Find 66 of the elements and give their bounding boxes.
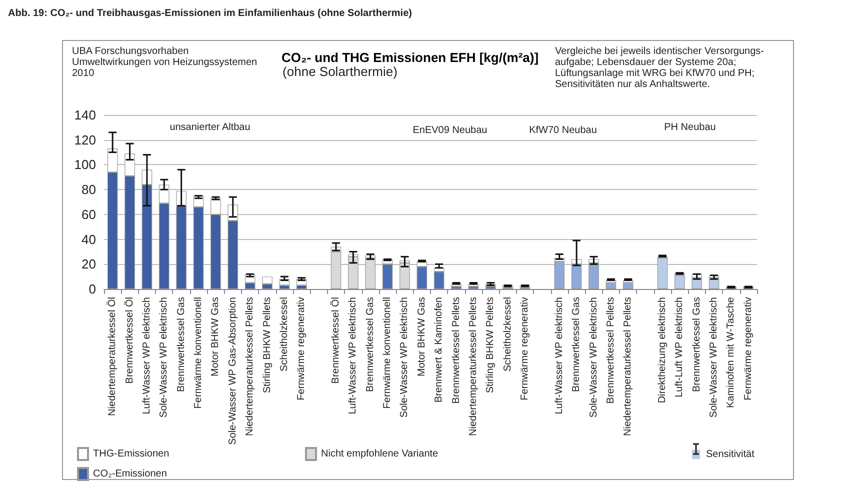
x-tick-label: Fernwärme konventionell bbox=[382, 297, 394, 409]
bar bbox=[400, 262, 410, 289]
bar bbox=[365, 258, 376, 289]
y-tick-label: 60 bbox=[82, 206, 96, 222]
bar bbox=[588, 262, 599, 289]
x-tick-label: Scheitholzkessel bbox=[502, 297, 514, 372]
bar bbox=[622, 282, 634, 289]
annotation: unsanierter Altbau bbox=[168, 122, 252, 133]
x-tick-label: Luft-Wasser WP elektrisch bbox=[554, 297, 565, 414]
x-tick-label: Scheitholzkessel bbox=[278, 297, 290, 372]
x-tick-label: Stirling BHKW Pellets bbox=[485, 297, 496, 394]
y-tick-label: 20 bbox=[82, 256, 96, 272]
y-tick-label: 120 bbox=[74, 132, 96, 148]
x-tick-label: Kaminofen mit W-Tasche bbox=[726, 296, 737, 408]
x-tick-label: Stirling BHKW Pellets bbox=[262, 297, 273, 394]
bar bbox=[657, 258, 668, 289]
x-tick-label: Brennwertkessel Gas bbox=[176, 297, 187, 392]
x-tick-label: Niedertemperaturkessel Öl bbox=[106, 297, 118, 416]
x-tick-label: Niedertemperaturkessel Pellets bbox=[244, 297, 256, 436]
legend-label: Nicht empfohlene Variante bbox=[321, 448, 439, 460]
bar bbox=[674, 275, 685, 289]
x-tick-label: Luft-Wasser WP elektrisch bbox=[348, 297, 359, 414]
y-tick-label: 100 bbox=[74, 157, 96, 172]
bar bbox=[434, 272, 444, 289]
x-tick-label: Niedertemperaturkessel Pellets bbox=[622, 297, 634, 436]
x-tick-label: Fernwärme konventionell bbox=[193, 297, 204, 409]
x-tick-label: Brennwertkessel Pellets bbox=[605, 297, 616, 404]
annotation: KfW70 Neubau bbox=[529, 125, 597, 136]
legend-label: CO₂-Emissionen bbox=[93, 468, 167, 480]
bar bbox=[554, 262, 565, 289]
x-tick-label: Sole-Wasser WP Gas-Absorption bbox=[227, 297, 238, 445]
x-tick-label: Sole-Wasser WP elektrisch bbox=[158, 297, 170, 418]
x-tick-label: Motor BHKW Gas bbox=[416, 297, 428, 376]
x-tick-label: Brennwertkessel Gas bbox=[691, 297, 702, 392]
annotation: PH Neubau bbox=[664, 122, 716, 133]
x-tick-label: Fernwärme regenerativ bbox=[742, 297, 754, 400]
x-tick-label: Sole-Wasser WP elektrisch bbox=[708, 297, 720, 418]
x-tick-label: Sole-Wasser WP elektrisch bbox=[399, 297, 410, 418]
annotation: EnEV09 Neubau bbox=[412, 125, 488, 136]
x-tick-label: Brennwertkessel Öl bbox=[329, 297, 342, 384]
x-tick-label: Brennwertkessel Pellets bbox=[450, 297, 462, 404]
chart-subtitle: CO₂- und THG Emissionen EFH [kg/(m²a)] bbox=[281, 50, 539, 65]
x-tick-label: Brennwertkessel Gas bbox=[571, 297, 582, 392]
y-tick-label: 140 bbox=[74, 108, 96, 122]
legend-label: THG-Emissionen bbox=[93, 448, 170, 460]
x-tick-label: Sole-Wasser WP elektrisch bbox=[588, 297, 600, 418]
y-tick-label: 40 bbox=[82, 232, 96, 247]
x-tick-label: Brennwert & Kaminofen bbox=[434, 297, 445, 403]
x-tick-label: Direktheizung elektrisch bbox=[656, 297, 668, 404]
text: Vergleiche bei jeweils identischer Versorgungs- aufgabe; Lebensdauer der Systeme 20a; Lüftungsanlage mit WRG bei KfW70 und PH; Sensitivitäten nur als Anhaltswerte. bbox=[555, 46, 764, 90]
x-tick-label: Fernwärme regenerativ bbox=[520, 297, 531, 400]
x-tick-label: Brennwertkessel Gas bbox=[364, 297, 376, 392]
bar bbox=[348, 256, 358, 289]
text: (ohne Solarthermie) bbox=[282, 64, 398, 79]
x-tick-label: Luft-Wasser WP elektrisch bbox=[141, 297, 152, 414]
bar bbox=[606, 282, 616, 289]
text: Sensitivität bbox=[706, 449, 754, 460]
x-tick-label: Brennwertkessel Öl bbox=[123, 297, 136, 384]
x-tick-label: Niedertemperaturkessel Pellets bbox=[468, 297, 479, 436]
x-tick-label: Luft-Luft WP elektrisch bbox=[674, 297, 686, 398]
y-tick-label: 0 bbox=[88, 282, 96, 296]
chart-title: Abb. 19: CO₂- und Treibhausgas-Emissionen im Einfamilienhaus (ohne Solarthermie) bbox=[8, 8, 412, 19]
x-tick-label: Fernwärme regenerativ bbox=[296, 297, 308, 400]
x-tick-label: Motor BHKW Gas bbox=[210, 297, 222, 376]
y-tick-label: 80 bbox=[82, 182, 96, 198]
text: UBA Forschungsvorhaben Umweltwirkungen von Heizungssystemen 2010 bbox=[72, 46, 258, 79]
